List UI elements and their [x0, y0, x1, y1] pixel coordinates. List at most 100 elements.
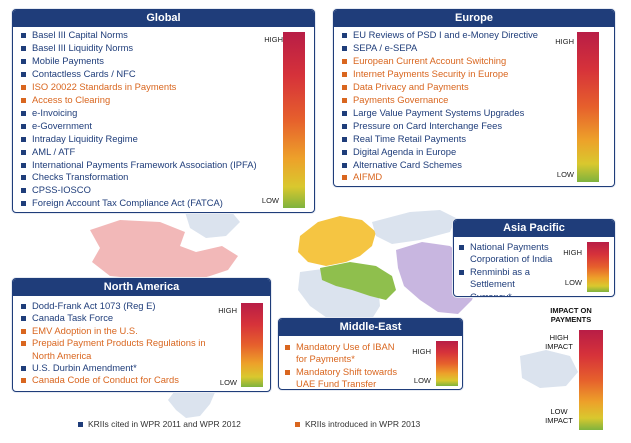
- impact-scale-low-label: LOW IMPACT: [545, 407, 573, 425]
- map-north-america: [90, 220, 238, 280]
- kri-item: SEPA / e-SEPA: [341, 42, 538, 55]
- kri-item-label: AIFMD: [353, 171, 383, 183]
- global-impact-bar: [283, 32, 305, 208]
- kri-item-label: Dodd-Frank Act 1073 (Reg E): [32, 300, 156, 311]
- kri-item: Mobile Payments: [20, 55, 257, 68]
- bullet-icon: [285, 369, 290, 375]
- bullet-icon: [21, 341, 26, 347]
- kri-item-label: Alternative Card Schemes: [353, 158, 462, 170]
- europe-impact-bar: [577, 32, 599, 182]
- bullet-icon: [342, 175, 347, 181]
- kri-item-label: Mobile Payments: [32, 54, 104, 66]
- global-low-label: LOW: [261, 196, 279, 205]
- kri-item-label: Pressure on Card Interchange Fees: [353, 119, 503, 131]
- kri-item-label: National Payments Corporation of India: [470, 241, 553, 265]
- legend-new: KRIIs introduced in WPR 2013: [295, 419, 420, 429]
- bullet-icon: [342, 33, 347, 38]
- middle-east-high-label: HIGH: [412, 347, 431, 356]
- global-kri-list: Basel III Capital Norms Basel III Liquidi…: [20, 29, 257, 210]
- map-europe: [298, 216, 376, 266]
- bullet-icon: [342, 58, 347, 64]
- kri-item: Digital Agenda in Europe: [341, 146, 538, 159]
- bullet-icon: [342, 110, 347, 116]
- asia-pacific-panel-title: Asia Pacific: [454, 220, 614, 237]
- middle-east-impact-bar: [436, 341, 458, 386]
- kri-item: Access to Clearing: [20, 94, 257, 107]
- kri-item-label: CPSS-IOSCO: [32, 184, 91, 196]
- map-australia: [520, 350, 578, 388]
- bullet-icon: [21, 316, 26, 322]
- bullet-icon: [285, 345, 290, 350]
- kri-item: Checks Transformation: [20, 171, 257, 184]
- bullet-icon: [21, 123, 26, 129]
- kri-item-label: Basel III Capital Norms: [32, 29, 128, 40]
- middle-east-low-label: LOW: [413, 376, 431, 385]
- kri-item-label: Data Privacy and Payments: [353, 80, 469, 92]
- kri-item-label: Foreign Account Tax Compliance Act (FATC…: [32, 197, 223, 209]
- kri-item: European Current Account Switching: [341, 55, 538, 68]
- kri-item-label: ISO 20022 Standards in Payments: [32, 80, 177, 92]
- asia-pacific-kri-list: National Payments Corporation of India Re…: [458, 241, 558, 297]
- legend-new-label: KRIIs introduced in WPR 2013: [305, 419, 421, 429]
- kri-item: Pressure on Card Interchange Fees: [341, 120, 538, 133]
- kri-item: e-Government: [20, 120, 257, 133]
- bullet-icon: [459, 245, 464, 250]
- kri-item-label: Access to Clearing: [32, 93, 111, 105]
- kri-item: EMV Adoption in the U.S.: [20, 325, 210, 337]
- kri-item-label: EU Reviews of PSD I and e-Money Directiv…: [353, 29, 538, 40]
- north-america-low-label: LOW: [219, 378, 237, 387]
- bullet-icon: [21, 188, 26, 194]
- kri-item-label: Mandatory Shift towards UAE Fund Transfe…: [296, 365, 398, 390]
- map-greenland: [185, 206, 240, 238]
- north-america-high-label: HIGH: [218, 306, 237, 315]
- kri-item: ISO 20022 Standards in Payments: [20, 81, 257, 94]
- kri-item-label: Intraday Liquidity Regime: [32, 132, 138, 144]
- kri-item: U.S. Durbin Amendment*: [20, 362, 210, 374]
- kri-item-label: U.S. Durbin Amendment*: [32, 362, 137, 374]
- kri-item-label: Digital Agenda in Europe: [353, 145, 457, 157]
- kri-item-label: Real Time Retail Payments: [353, 132, 467, 144]
- kri-item-label: AML / ATF: [32, 145, 76, 157]
- global-panel: Global Basel III Capital Norms Basel III …: [12, 9, 315, 213]
- europe-high-label: HIGH: [555, 37, 574, 46]
- europe-kri-list: EU Reviews of PSD I and e-Money Directiv…: [341, 29, 538, 184]
- bullet-icon: [21, 378, 26, 384]
- kri-item-label: Internet Payments Security in Europe: [353, 67, 509, 79]
- middle-east-panel: Middle-East Mandatory Use of IBAN for Pa…: [278, 318, 463, 390]
- bullet-icon: [21, 58, 26, 64]
- bullet-icon: [342, 149, 347, 155]
- legend-cited-swatch: [78, 422, 83, 428]
- asia-pacific-high-label: HIGH: [563, 248, 582, 257]
- kri-item-label: Contactless Cards / NFC: [32, 67, 136, 79]
- kri-item: AIFMD: [341, 171, 538, 184]
- kri-item: EU Reviews of PSD I and e-Money Directiv…: [341, 29, 538, 42]
- kri-item: CPSS-IOSCO: [20, 184, 257, 197]
- bullet-icon: [21, 366, 26, 372]
- kri-item: Internet Payments Security in Europe: [341, 68, 538, 81]
- kri-item: Mandatory Shift towards UAE Fund Transfe…: [284, 365, 404, 390]
- kri-item: Foreign Account Tax Compliance Act (FATC…: [20, 197, 257, 210]
- asia-pacific-impact-bar: [587, 242, 609, 292]
- bullet-icon: [21, 45, 26, 51]
- global-high-label: HIGH: [264, 35, 283, 44]
- asia-pacific-low-label: LOW: [564, 278, 582, 287]
- kri-item: Basel III Capital Norms: [20, 29, 257, 42]
- kri-item-label: Payments Governance: [353, 93, 449, 105]
- map-north-asia: [372, 210, 456, 244]
- bullet-icon: [342, 123, 347, 129]
- bullet-icon: [342, 71, 347, 77]
- kri-item-label: Renminbi as a Settlement Currency*: [470, 265, 530, 297]
- kri-item-label: Prepaid Payment Products Regulations in …: [32, 337, 206, 361]
- bullet-icon: [21, 304, 26, 309]
- impact-scale-bar: [579, 330, 603, 430]
- north-america-panel: North America Dodd-Frank Act 1073 (Reg E…: [12, 278, 271, 392]
- kri-item-label: European Current Account Switching: [353, 54, 507, 66]
- kri-item: Renminbi as a Settlement Currency*: [458, 265, 558, 297]
- north-america-impact-bar: [241, 303, 263, 387]
- bullet-icon: [21, 84, 26, 90]
- kri-item-label: e-Invoicing: [32, 106, 78, 118]
- bullet-icon: [21, 162, 26, 168]
- bullet-icon: [342, 84, 347, 90]
- kri-item-label: Checks Transformation: [32, 171, 129, 183]
- kri-item-label: Canada Code of Conduct for Cards: [32, 374, 179, 386]
